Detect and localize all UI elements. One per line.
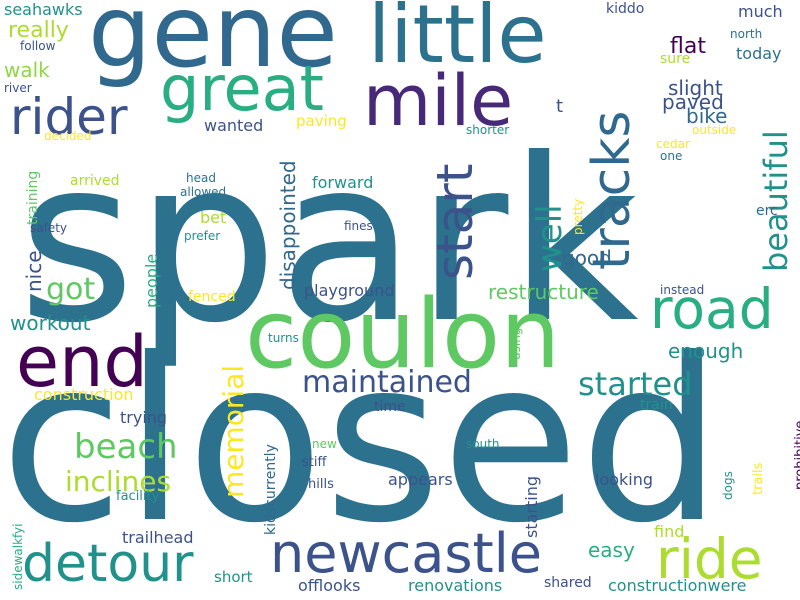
- word-start: start: [426, 163, 484, 280]
- word-beautiful: beautiful: [757, 130, 795, 272]
- word-time: time: [374, 399, 406, 415]
- word-head: head: [186, 171, 216, 185]
- word-appears: appears: [388, 470, 453, 489]
- word-prefer: prefer: [184, 229, 221, 243]
- word-paved: paved: [662, 90, 724, 114]
- word-instead: instead: [660, 283, 705, 297]
- word-newcastle: newcastle: [270, 522, 542, 585]
- word-decided: decided: [44, 129, 92, 143]
- word-today: today: [736, 44, 782, 63]
- word-trying: trying: [120, 408, 168, 427]
- word-training: training: [25, 170, 41, 225]
- word-follow: follow: [20, 39, 56, 53]
- word-flat: flat: [670, 34, 706, 59]
- word-ride: ride: [656, 527, 763, 591]
- word-people: people: [142, 253, 161, 308]
- word-construction: construction: [34, 385, 134, 404]
- word-facility: facility: [116, 489, 160, 504]
- word-south: south: [466, 437, 500, 451]
- word-pretty: pretty: [571, 198, 585, 235]
- word-paving: paving: [296, 112, 347, 130]
- word-got: got: [46, 272, 96, 307]
- word-seahawks: seahawks: [4, 0, 83, 19]
- word-shorter: shorter: [466, 123, 510, 137]
- word-renovations: renovations: [408, 576, 503, 595]
- word-sure: sure: [660, 51, 691, 67]
- word-arrived: arrived: [70, 173, 120, 189]
- word-nice: nice: [22, 250, 46, 292]
- word-turns: turns: [268, 331, 299, 345]
- word-rider: rider: [10, 88, 128, 146]
- word-erc: erc: [756, 203, 778, 219]
- word-wanted: wanted: [204, 116, 264, 135]
- word-sidewalkfyi: sidewalkfyi: [11, 523, 25, 591]
- word-disappointed: disappointed: [276, 160, 300, 290]
- word-gene: gene: [88, 0, 338, 90]
- word-much: much: [738, 2, 783, 21]
- word-little: little: [368, 0, 547, 81]
- word-fines: fines: [344, 219, 373, 233]
- word-end: end: [16, 321, 148, 403]
- word-offlooks: offlooks: [298, 576, 361, 595]
- word-enough: enough: [668, 339, 744, 363]
- word-closed: closed: [0, 311, 723, 573]
- word-dogs: dogs: [721, 471, 735, 500]
- word-restructure: restructure: [488, 280, 599, 304]
- word-trailhead: trailhead: [122, 528, 194, 547]
- word-using: using: [509, 327, 523, 360]
- word-cedar: cedar: [656, 137, 690, 151]
- word-shared: shared: [544, 575, 592, 591]
- word-constructionwere: constructionwere: [608, 576, 747, 595]
- word-short: short: [214, 568, 253, 586]
- word-allowed: allowed: [180, 185, 227, 199]
- word-new: new: [312, 437, 337, 451]
- word-coulon: coulon: [245, 280, 561, 390]
- word-memorial: memorial: [217, 364, 250, 498]
- word-kidscurrently: kidscurrently: [263, 444, 279, 535]
- word-easy: easy: [588, 538, 635, 562]
- word-playground: playground: [304, 281, 395, 300]
- word-t: t: [556, 96, 564, 117]
- word-forward: forward: [312, 173, 374, 192]
- word-fenced: fenced: [188, 289, 236, 305]
- word-prohibitive: prohibitive: [793, 420, 800, 490]
- word-beach: beach: [74, 427, 178, 467]
- word-train: train: [640, 397, 673, 413]
- word-bike: bike: [686, 104, 728, 128]
- word-north: north: [730, 27, 763, 41]
- word-safety: safety: [30, 221, 68, 235]
- word-spark: spark: [18, 111, 639, 373]
- word-great: great: [160, 52, 324, 125]
- word-starting: starting: [522, 475, 541, 538]
- word-started: started: [578, 365, 693, 403]
- word-bet: bet: [200, 208, 227, 227]
- word-slight: slight: [668, 76, 723, 100]
- word-outside: outside: [692, 123, 737, 137]
- word-good: good: [562, 246, 612, 270]
- word-looking: looking: [595, 470, 654, 489]
- word-find: find: [654, 522, 685, 541]
- word-workout: workout: [10, 311, 91, 335]
- word-kiddo: kiddo: [606, 1, 645, 17]
- word-walk: walk: [4, 58, 50, 82]
- word-detour: detour: [22, 534, 194, 594]
- word-really: really: [8, 18, 69, 43]
- word-road: road: [650, 277, 774, 341]
- word-inclines: inclines: [65, 465, 172, 498]
- word-hills: hills: [308, 477, 334, 492]
- word-river: river: [4, 81, 32, 95]
- word-mile: mile: [363, 60, 514, 142]
- word-one: one: [660, 149, 683, 163]
- word-trails: trails: [751, 462, 766, 495]
- word-maintained: maintained: [302, 365, 472, 400]
- word-stiff: stiff: [302, 455, 327, 470]
